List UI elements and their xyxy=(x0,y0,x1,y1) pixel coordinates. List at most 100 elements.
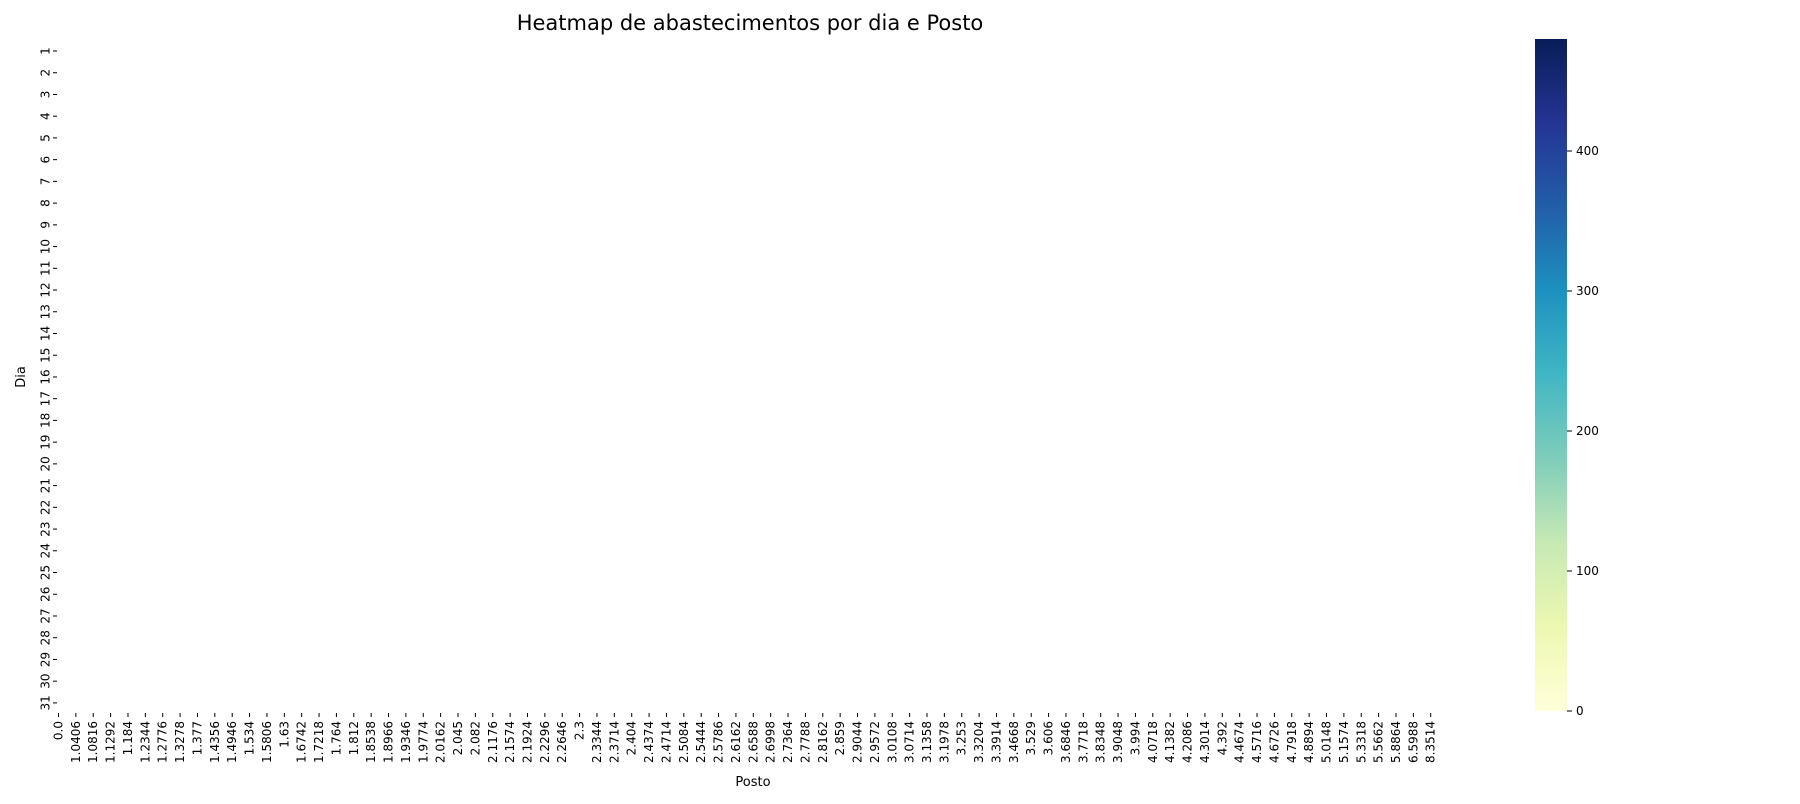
y-tick-label: 28 xyxy=(39,630,53,645)
x-tick-label: 2.045 xyxy=(451,721,465,755)
x-tick-label: 5.3318 xyxy=(1354,721,1368,763)
y-tick-label: 31 xyxy=(39,695,53,710)
x-tick-label: 1.4946 xyxy=(225,721,239,763)
x-tick-label: 2.3714 xyxy=(607,721,621,763)
x-tick-label: 2.5444 xyxy=(694,721,708,763)
x-tick-label: 3.0714 xyxy=(903,721,917,763)
colorbar-tick-label: 0 xyxy=(1576,704,1584,718)
x-tick-label: 4.4674 xyxy=(1233,721,1247,763)
x-tick-label: 3.4668 xyxy=(1007,721,1021,763)
x-tick-label: 2.3 xyxy=(573,721,587,740)
y-tick-label: 23 xyxy=(39,521,53,536)
colorbar-tick-label: 200 xyxy=(1576,424,1599,438)
x-tick-label: 1.4356 xyxy=(208,721,222,763)
x-tick-label: 3.253 xyxy=(955,721,969,755)
x-tick-label: 2.859 xyxy=(833,721,847,755)
x-tick-label: 2.5786 xyxy=(712,721,726,763)
x-tick-label: 2.5084 xyxy=(677,721,691,763)
y-tick-label: 19 xyxy=(39,434,53,449)
x-tick-label: 2.6588 xyxy=(746,721,760,763)
x-tick-label: 3.6846 xyxy=(1059,721,1073,763)
x-tick-label: 5.8864 xyxy=(1389,721,1403,763)
x-tick-label: 1.63 xyxy=(277,721,291,748)
x-tick-label: 4.5716 xyxy=(1250,721,1264,763)
x-tick-label: 1.8538 xyxy=(364,721,378,763)
y-tick-label: 14 xyxy=(39,326,53,341)
x-tick-label: 2.404 xyxy=(625,721,639,755)
x-tick-label: 1.0816 xyxy=(86,721,100,763)
x-tick-label: 2.6998 xyxy=(764,721,778,763)
x-tick-label: 2.2646 xyxy=(555,721,569,763)
y-tick-label: 17 xyxy=(39,391,53,406)
y-axis-label: Dia xyxy=(14,366,29,388)
y-tick-label: 26 xyxy=(39,587,53,602)
y-axis: 1234567891011121314151617181920212223242… xyxy=(39,47,57,711)
y-tick-label: 27 xyxy=(39,608,53,623)
chart-title: Heatmap de abastecimentos por dia e Post… xyxy=(517,11,984,35)
y-tick-label: 20 xyxy=(39,456,53,471)
x-tick-label: 1.377 xyxy=(190,721,204,755)
y-tick-label: 9 xyxy=(39,221,53,229)
x-tick-label: 6.5988 xyxy=(1406,721,1420,763)
x-tick-label: 2.4374 xyxy=(642,721,656,763)
x-tick-label: 2.082 xyxy=(468,721,482,755)
x-tick-label: 4.6726 xyxy=(1267,721,1281,763)
y-tick-label: 8 xyxy=(39,199,53,207)
y-tick-label: 11 xyxy=(39,261,53,276)
x-tick-label: 2.4714 xyxy=(659,721,673,763)
x-tick-label: 1.764 xyxy=(329,721,343,755)
x-tick-label: 2.6162 xyxy=(729,721,743,763)
x-tick-label: 3.0108 xyxy=(885,721,899,763)
y-tick-label: 5 xyxy=(39,134,53,142)
x-tick-label: 8.3514 xyxy=(1424,721,1438,763)
y-tick-label: 13 xyxy=(39,304,53,319)
x-tick-label: 3.9048 xyxy=(1111,721,1125,763)
x-tick-label: 3.3204 xyxy=(972,721,986,763)
x-axis-label: Posto xyxy=(735,775,770,790)
x-tick-label: 1.534 xyxy=(243,721,257,755)
y-tick-label: 24 xyxy=(39,543,53,558)
x-tick-label: 4.392 xyxy=(1215,721,1229,755)
x-tick-label: 4.8894 xyxy=(1302,721,1316,763)
y-tick-label: 25 xyxy=(39,565,53,580)
x-tick-label: 4.7918 xyxy=(1285,721,1299,763)
y-tick-label: 3 xyxy=(39,91,53,99)
y-tick-label: 12 xyxy=(39,282,53,297)
y-tick-label: 2 xyxy=(39,69,53,77)
colorbar-axis: 0 100 200 300 400 xyxy=(1567,144,1599,718)
y-tick-label: 10 xyxy=(39,239,53,254)
x-tick-label: 1.8966 xyxy=(382,721,396,763)
x-tick-label: 1.1292 xyxy=(104,721,118,763)
x-tick-label: 3.529 xyxy=(1024,721,1038,755)
x-tick-label: 1.0406 xyxy=(69,721,83,763)
x-tick-label: 4.1382 xyxy=(1163,721,1177,763)
x-tick-label: 2.9044 xyxy=(851,721,865,763)
y-tick-label: 15 xyxy=(39,348,53,363)
x-tick-label: 2.0162 xyxy=(434,721,448,763)
x-tick-label: 2.8162 xyxy=(816,721,830,763)
x-tick-label: 2.2296 xyxy=(538,721,552,763)
colorbar-tick-label: 400 xyxy=(1576,144,1599,158)
y-tick-label: 22 xyxy=(39,500,53,515)
x-tick-label: 2.7364 xyxy=(781,721,795,763)
y-tick-label: 1 xyxy=(39,47,53,55)
x-axis: 0.0 1.0406 1.0816 1.1292 1.184 1.2344 1.2776 1.… xyxy=(52,713,1438,763)
x-tick-label: 3.8348 xyxy=(1094,721,1108,763)
colorbar xyxy=(1535,39,1567,711)
x-tick-label: 1.2776 xyxy=(156,721,170,763)
x-tick-label: 3.1978 xyxy=(937,721,951,763)
colorbar-tick-label: 300 xyxy=(1576,284,1599,298)
x-tick-label: 2.1176 xyxy=(486,721,500,763)
x-tick-label: 3.3914 xyxy=(989,721,1003,763)
y-tick-label: 16 xyxy=(39,369,53,384)
x-tick-label: 1.7218 xyxy=(312,721,326,763)
y-tick-label: 4 xyxy=(39,112,53,120)
y-tick-label: 21 xyxy=(39,478,53,493)
x-tick-label: 1.5806 xyxy=(260,721,274,763)
x-tick-label: 2.7788 xyxy=(798,721,812,763)
x-tick-label: 2.1574 xyxy=(503,721,517,763)
x-tick-label: 4.3014 xyxy=(1198,721,1212,763)
x-tick-label: 1.812 xyxy=(347,721,361,755)
x-tick-label: 1.6742 xyxy=(295,721,309,763)
